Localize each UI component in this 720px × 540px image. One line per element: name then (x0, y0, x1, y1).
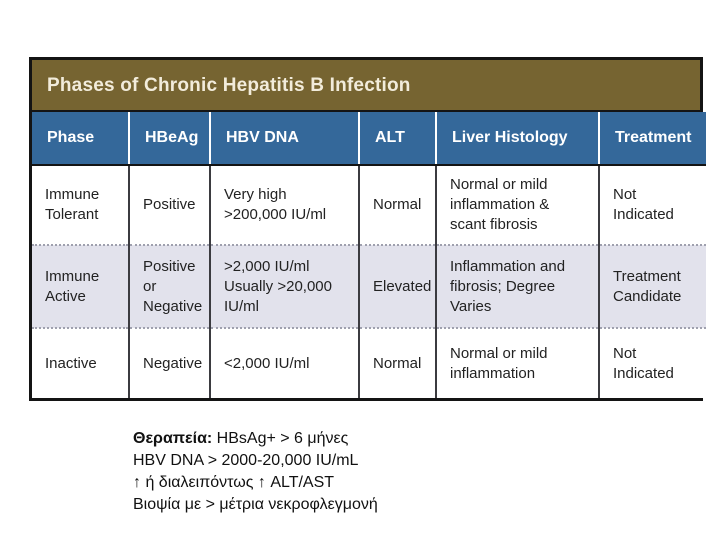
column-header-hbv-dna: HBV DNA (209, 112, 359, 166)
column-header-liver-histology: Liver Histology (435, 112, 599, 166)
table-row-immune-active: Immune Active Positive or Negative >2,00… (32, 244, 706, 328)
table-row-inactive: Inactive Negative <2,000 IU/ml Normal No… (32, 327, 706, 398)
column-header-alt: ALT (358, 112, 436, 166)
note-line-biopsy: Βιοψία με > μέτρια νεκροφλεγμονή (133, 496, 378, 513)
phases-table: Phase HBeAg HBV DNA ALT Liver Histology … (32, 112, 706, 398)
column-header-treatment: Treatment (598, 112, 706, 166)
cell-hbeag: Negative (128, 327, 210, 398)
column-header-hbeag: HBeAg (128, 112, 210, 166)
cell-treatment: Treatment Candidate (598, 244, 706, 328)
note-line-hbv-dna: HBV DNA > 2000-20,000 IU/mL (133, 452, 359, 469)
cell-alt: Normal (358, 165, 436, 245)
cell-liver-histology: Normal or mild inflammation (435, 327, 599, 398)
header-row: Phase HBeAg HBV DNA ALT Liver Histology … (32, 112, 706, 166)
cell-alt: Elevated (358, 244, 436, 328)
cell-treatment: Not Indicated (598, 165, 706, 245)
cell-phase: Inactive (32, 327, 129, 398)
cell-phase: Immune Active (32, 244, 129, 328)
cell-phase: Immune Tolerant (32, 165, 129, 245)
column-header-phase: Phase (32, 112, 129, 166)
cell-hbv-dna: Very high >200,000 IU/ml (209, 165, 359, 245)
hbv-phases-table: Phases of Chronic Hepatitis B Infection … (29, 57, 706, 401)
cell-hbv-dna: <2,000 IU/ml (209, 327, 359, 398)
note-line-therapy: Θεραπεία: HBsAg+ > 6 μήνες (133, 428, 378, 450)
table-title: Phases of Chronic Hepatitis B Infection (32, 60, 700, 112)
cell-hbv-dna: >2,000 IU/ml Usually >20,000 IU/ml (209, 244, 359, 328)
note-therapy-text: HBsAg+ > 6 μήνες (212, 430, 349, 447)
cell-liver-histology: Normal or mild inflammation & scant fibr… (435, 165, 599, 245)
table-row-immune-tolerant: Immune Tolerant Positive Very high >200,… (32, 165, 706, 245)
note-line-alt-ast: ↑ ή διαλειπόντως ↑ ALT/AST (133, 474, 335, 491)
cell-treatment: Not Indicated (598, 327, 706, 398)
note-therapy-label: Θεραπεία: (133, 430, 213, 447)
cell-hbeag: Positive or Negative (128, 244, 210, 328)
cell-alt: Normal (358, 327, 436, 398)
cell-hbeag: Positive (128, 165, 210, 245)
cell-liver-histology: Inflammation and fibrosis; Degree Varies (435, 244, 599, 328)
treatment-notes: Θεραπεία: HBsAg+ > 6 μήνες HBV DNA > 200… (133, 428, 378, 516)
